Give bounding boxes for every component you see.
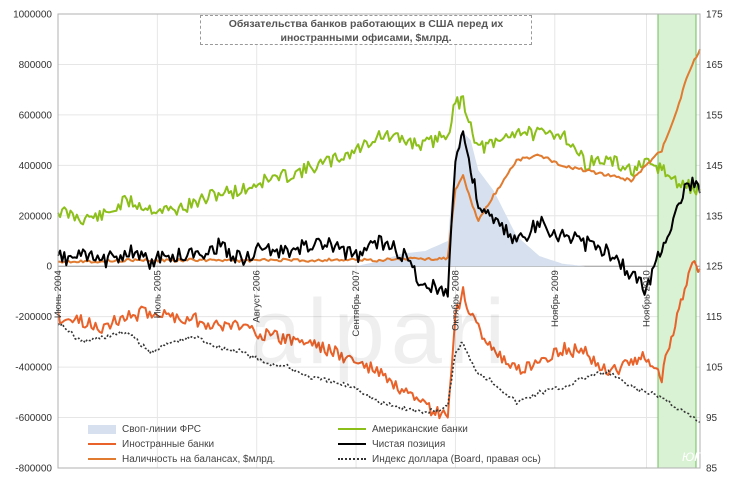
x-tick-label: Октябрь 2008 [450,270,461,331]
x-tick-label: Июль 2005 [152,270,163,318]
legend-label-cash: Наличность на балансах, $млрд. [122,454,276,465]
legend-swatch-dollar [338,458,366,461]
y-tick-left: 400000 [19,161,53,172]
y-tick-right: 165 [706,60,723,71]
y-tick-left: -400000 [15,363,52,374]
y-tick-left: 800000 [19,60,53,71]
axes: 1000000 800000 600000 400000 200000 0 -200000 -… [13,10,723,475]
series-dollar-index-line [57,322,701,424]
plot-frame [57,13,701,469]
y-tick-right: 125 [706,262,723,273]
legend-swatch-net [338,443,366,446]
series-foreign-banks-line [57,260,701,420]
series-swap-lines-area [58,132,700,267]
y-tick-right: 115 [706,312,722,323]
legend-item-cash: Наличность на балансах, $млрд. [88,454,275,465]
y-tick-left: 200000 [19,211,53,222]
legend-swatch-foreign [88,443,116,446]
legend-swatch-cash [88,458,116,461]
y-tick-right: 155 [706,110,723,121]
legend-item-american: Американские банки [338,424,468,435]
y-tick-right: 105 [706,363,723,374]
y-tick-right: 85 [706,464,718,475]
watermark: alpari [250,281,512,383]
y-tick-left: 0 [46,262,52,273]
legend-item-net: Чистая позиция [338,439,445,450]
x-tick-label: Август 2006 [252,270,263,322]
x-tick-label: Ноябрь 2010 [642,270,653,327]
legend-label-foreign: Иностранные банки [122,439,215,450]
chart-title-line-1: Обязательства банков работающих в США пе… [228,18,504,30]
chart-title: Обязательства банков работающих в США пе… [200,15,532,45]
legend-swatch-american [338,428,366,431]
y-tick-right: 175 [706,10,723,21]
series-net-position-line [57,130,701,298]
y-tick-right: 145 [706,161,723,172]
chart-marks [57,48,701,424]
x-tick-label: Сентябрь 2007 [351,270,362,336]
x-tick-label: Июнь 2004 [53,270,64,318]
y-tick-left: 1000000 [13,10,52,21]
highlight-zone [657,13,697,469]
highlight-rect [657,13,697,469]
y-tick-left: -600000 [15,413,52,424]
series-american-banks-line [57,95,701,226]
legend-item-dollar: Индекс доллара (Board, правая ось) [338,454,541,465]
chart-title-line-2: иностранными офисами, $млрд. [280,32,452,44]
legend-label-american: Американские банки [372,424,468,435]
x-tick-label: Ноябрь 2009 [550,270,561,327]
y-tick-right: 95 [706,413,718,424]
y-tick-right: 135 [706,211,723,222]
y-tick-left: -800000 [15,464,52,475]
y-tick-left: 600000 [19,110,53,121]
legend-item-foreign: Иностранные банки [88,439,214,450]
legend-label-swap: Своп-линии ФРС [122,424,202,435]
legend-swatch-swap [88,424,116,434]
series-cash-line [57,48,701,264]
y-tick-left: -200000 [15,312,52,323]
legend-label-dollar: Индекс доллара (Board, правая ось) [372,454,541,465]
legend-item-swap: Своп-линии ФРС [88,424,201,435]
legend-label-net: Чистая позиция [372,439,446,450]
highlight-label: ЮГ [682,450,701,464]
